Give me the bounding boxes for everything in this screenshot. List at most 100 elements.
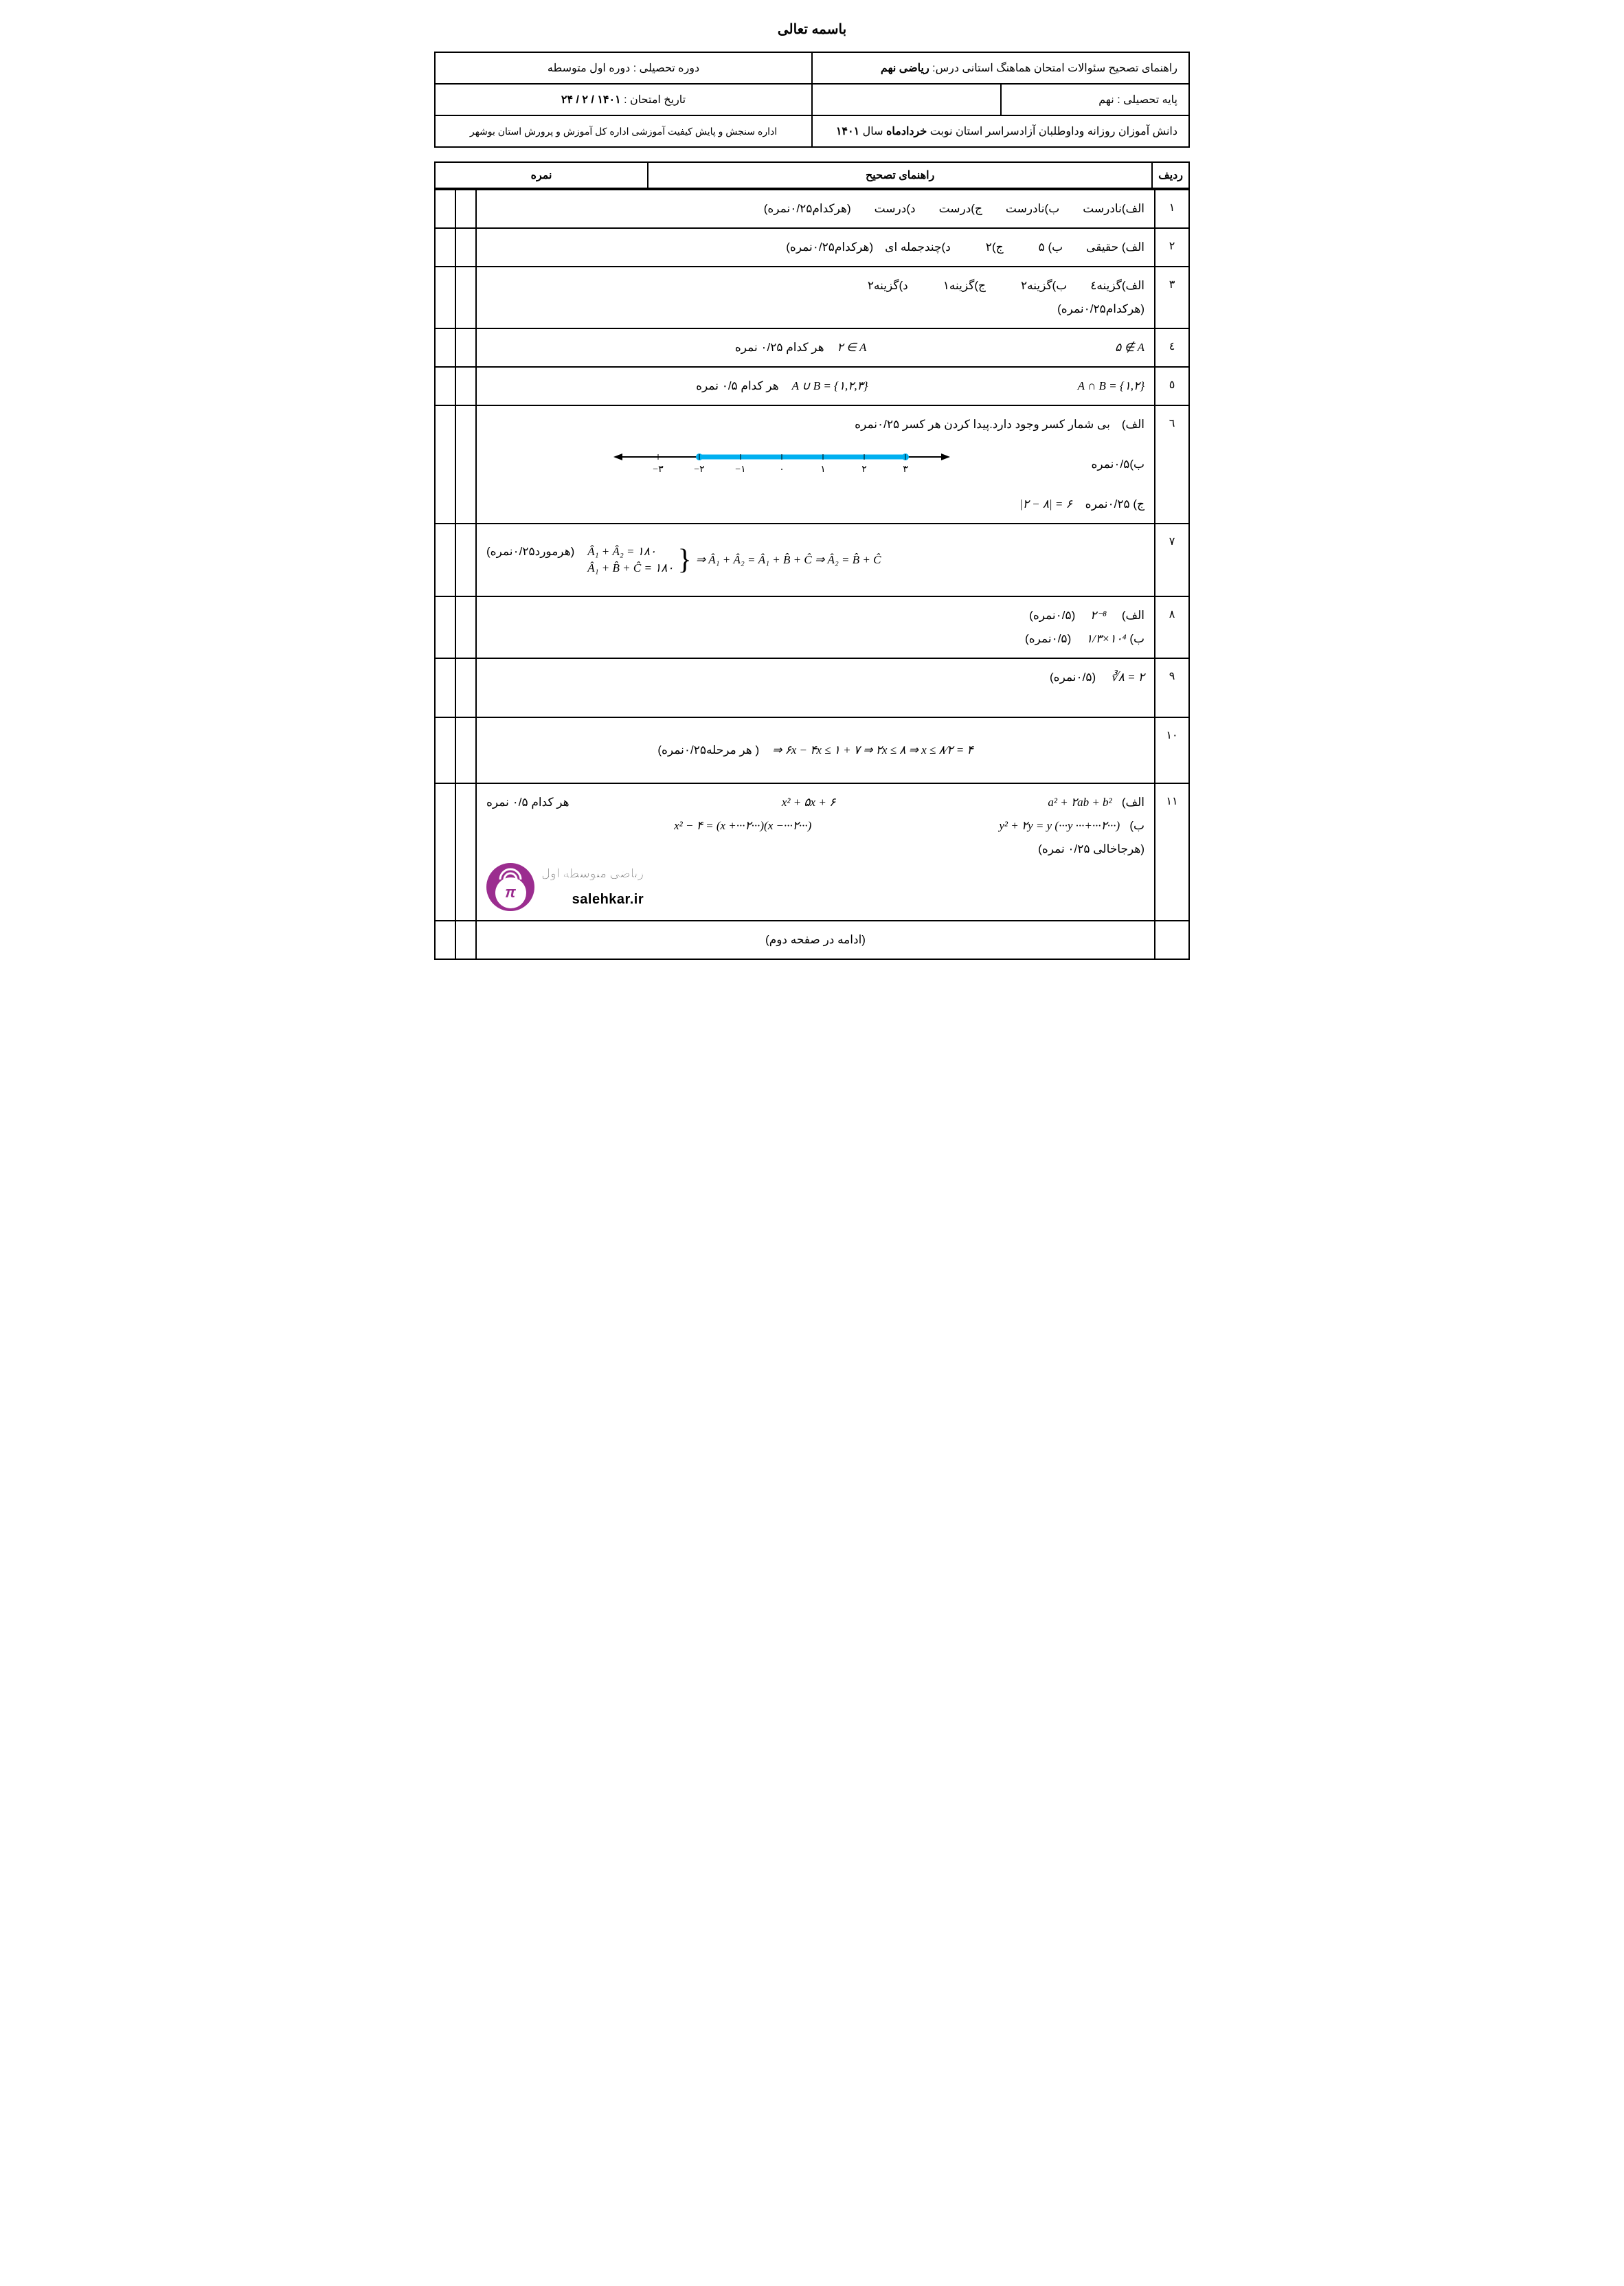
answer-row-5: ٥ A ∩ B = {۱,۲} A ∪ B = {۱,۲,۳} هر کدام …: [435, 367, 1189, 405]
row-score-b: [435, 596, 455, 658]
r11-b-label: ب): [1129, 819, 1144, 832]
brace-formula: Â₁ + Â₂ = ۱۸۰ Â₁ + B̂ + Ĉ = ۱۸۰ } ⇒ Â₁ +…: [587, 531, 881, 589]
row6-c-math: |۲ − ۸| = ۶: [1019, 493, 1072, 516]
row-score-b: [435, 190, 455, 228]
header-subject-bold: ریاضی نهم: [881, 63, 929, 74]
row-3-line2: (هرکدام۰/۲۵نمره): [486, 298, 1144, 321]
row-num: ۱: [1155, 190, 1189, 228]
header-date-label: تاریخ امتحان :: [621, 94, 686, 106]
row-score-a: [455, 783, 476, 921]
row-content: الف) حقیقی ب) ۵ ج)۲ د)چندجمله ای (هرکدام…: [476, 228, 1155, 267]
r8-a-label: الف): [1110, 609, 1144, 622]
answer-row-9: ۹ ∛۸ = ۲ (۰/۵نمره): [435, 658, 1189, 717]
header-level: دوره تحصیلی : دوره اول متوسطه: [435, 52, 812, 84]
math-2: ۲ ∈ A: [837, 336, 867, 359]
row-3-line1: الف)گزینه٤ ب)گزینه۲ ج)گزینه۱ د)گزینه۲: [486, 274, 1144, 298]
row6-b: ب)۰/۵نمره: [1091, 453, 1144, 476]
r8-b-math: ۱/۳×۱۰⁴: [1086, 627, 1127, 651]
answers-table: ۱ الف)نادرست ب)نادرست ج)درست د)درست (هرک…: [434, 189, 1190, 960]
row6-c-label: ج) ۰/۲۵نمره: [1085, 497, 1144, 511]
r10-note: ( هر مرحله۰/۲۵نمره): [657, 743, 759, 757]
continue-text: (ادامه در صفحه دوم): [476, 921, 1155, 959]
r11-b-m2: x² − ۴ = (x +···۲···)(x −···۲···): [674, 814, 811, 838]
r9-math: ∛۸ = ۲: [1111, 666, 1144, 689]
row-num-empty: [1155, 921, 1189, 959]
answer-row-4: ٤ ۵ ∉ A ۲ ∈ A هر کدام ۰/۲۵ نمره: [435, 328, 1189, 367]
header-date-value: ۱۴۰۱ / ۲ / ۲۴: [561, 94, 621, 106]
col-score-header: نمره: [435, 162, 648, 188]
tick-3: ۰: [779, 464, 785, 475]
brand-logo-icon: π: [486, 863, 534, 911]
header-date: تاریخ امتحان : ۱۴۰۱ / ۲ / ۲۴: [435, 84, 812, 115]
brand-en: salehkar.ir: [541, 886, 644, 913]
note: هر کدام ۰/۲۵ نمره: [735, 341, 824, 354]
header-subject-label: راهنمای تصحیح سئوالات امتحان هماهنگ استا…: [929, 63, 1177, 74]
row7-note: (هرمورد۰/۲۵نمره): [486, 545, 574, 558]
answer-head: ردیف راهنمای تصحیح نمره: [434, 161, 1190, 189]
answer-row-10: ۱۰ ⇒ ۶x − ۴x ≤ ۱ + ۷ ⇒ ۲x ≤ ۸ ⇒ x ≤ ۸⁄۲ …: [435, 717, 1189, 783]
r11-c-note: (هرجاخالی ۰/۲۵ نمره): [486, 838, 1144, 861]
r11-a-m2: x² + ۵x + ۶: [782, 791, 835, 814]
row-score-b: [435, 328, 455, 367]
row-score-a: [455, 596, 476, 658]
row-score-b: [435, 405, 455, 524]
row-score-a: [455, 367, 476, 405]
row-score-a: [455, 524, 476, 596]
row-score-a: [455, 228, 476, 267]
row-content: الف) بی شمار کسر وجود دارد.پیدا کردن هر …: [476, 405, 1155, 524]
r11-b-m1: y² + ۲y = y (···y ···+···۲···): [999, 814, 1120, 838]
r11-a-label: الف): [1122, 796, 1144, 809]
row-score-b: [435, 717, 455, 783]
header-empty: [812, 84, 1001, 115]
tick-1: −۲: [695, 464, 705, 475]
row-score-a: [455, 267, 476, 328]
tick-6: ۳: [903, 464, 908, 475]
header-grade: پایه تحصیلی : نهم: [1001, 84, 1190, 115]
row-score-a: [455, 190, 476, 228]
row-content: ۵ ∉ A ۲ ∈ A هر کدام ۰/۲۵ نمره: [476, 328, 1155, 367]
header-office: اداره سنجش و پایش کیفیت آموزشی اداره کل …: [435, 115, 812, 147]
row-score-a: [455, 405, 476, 524]
row-content: ∛۸ = ۲ (۰/۵نمره): [476, 658, 1155, 717]
continue-row: (ادامه در صفحه دوم): [435, 921, 1189, 959]
page-top-title: باسمه تعالی: [434, 21, 1190, 38]
r8-a-note: (۰/۵نمره): [1029, 609, 1087, 622]
col-guide-header: راهنمای تصحیح: [648, 162, 1152, 188]
row-score-b: [435, 228, 455, 267]
row-num: ٥: [1155, 367, 1189, 405]
row-score-a: [455, 921, 476, 959]
row-num: ٤: [1155, 328, 1189, 367]
header-students: دانش آموزان روزانه وداوطلبان آزادسراسر ا…: [812, 115, 1189, 147]
answer-row-11: ۱۱ الف) a² + ۲ab + b² x² + ۵x + ۶ هر کدا…: [435, 783, 1189, 921]
brace-concl: ⇒ Â₁ + Â₂ = Â₁ + B̂ + Ĉ ⇒ Â₂ = B̂ + Ĉ: [696, 548, 881, 572]
header-students-c: سال: [863, 126, 883, 137]
answer-row-6: ٦ الف) بی شمار کسر وجود دارد.پیدا کردن ه…: [435, 405, 1189, 524]
header-students-b: خردادماه: [886, 126, 927, 137]
row-content: A ∩ B = {۱,۲} A ∪ B = {۱,۲,۳} هر کدام ۰/…: [476, 367, 1155, 405]
row-score-b: [435, 658, 455, 717]
r11-a-m1: a² + ۲ab + b²: [1048, 791, 1112, 814]
row-num: ۳: [1155, 267, 1189, 328]
tick-4: ۱: [820, 464, 826, 475]
row-score-a: [455, 328, 476, 367]
row-score-b: [435, 267, 455, 328]
brand-fa: ریاضی متوسطه اول: [541, 861, 644, 886]
row-score-a: [455, 717, 476, 783]
row-content: ⇒ ۶x − ۴x ≤ ۱ + ۷ ⇒ ۲x ≤ ۸ ⇒ x ≤ ۸⁄۲ = ۴…: [476, 717, 1155, 783]
row-num: ۱۰: [1155, 717, 1189, 783]
r9-note: (۰/۵نمره): [1050, 671, 1107, 684]
math-1: ۵ ∉ A: [1115, 336, 1144, 359]
row-num: ۹: [1155, 658, 1189, 717]
r10-math: ⇒ ۶x − ۴x ≤ ۱ + ۷ ⇒ ۲x ≤ ۸ ⇒ x ≤ ۸⁄۲ = ۴: [772, 739, 973, 762]
brand-logo-area: π ریاضی متوسطه اول salehkar.ir: [486, 861, 1144, 913]
answer-row-8: ۸ الف) ۲⁻⁸ (۰/۵نمره) ب) ۱/۳×۱۰⁴ (۰/۵نمره…: [435, 596, 1189, 658]
brace-icon: }: [678, 531, 692, 589]
row-score-a: [455, 658, 476, 717]
answer-row-2: ۲ الف) حقیقی ب) ۵ ج)۲ د)چندجمله ای (هرکد…: [435, 228, 1189, 267]
header-subject: راهنمای تصحیح سئوالات امتحان هماهنگ استا…: [812, 52, 1189, 84]
row-score-b: [435, 367, 455, 405]
row-num: ۱۱: [1155, 783, 1189, 921]
answer-row-3: ۳ الف)گزینه٤ ب)گزینه۲ ج)گزینه۱ د)گزینه۲ …: [435, 267, 1189, 328]
row-content: الف) a² + ۲ab + b² x² + ۵x + ۶ هر کدام ۰…: [476, 783, 1155, 921]
math-1: A ∩ B = {۱,۲}: [1078, 374, 1144, 398]
